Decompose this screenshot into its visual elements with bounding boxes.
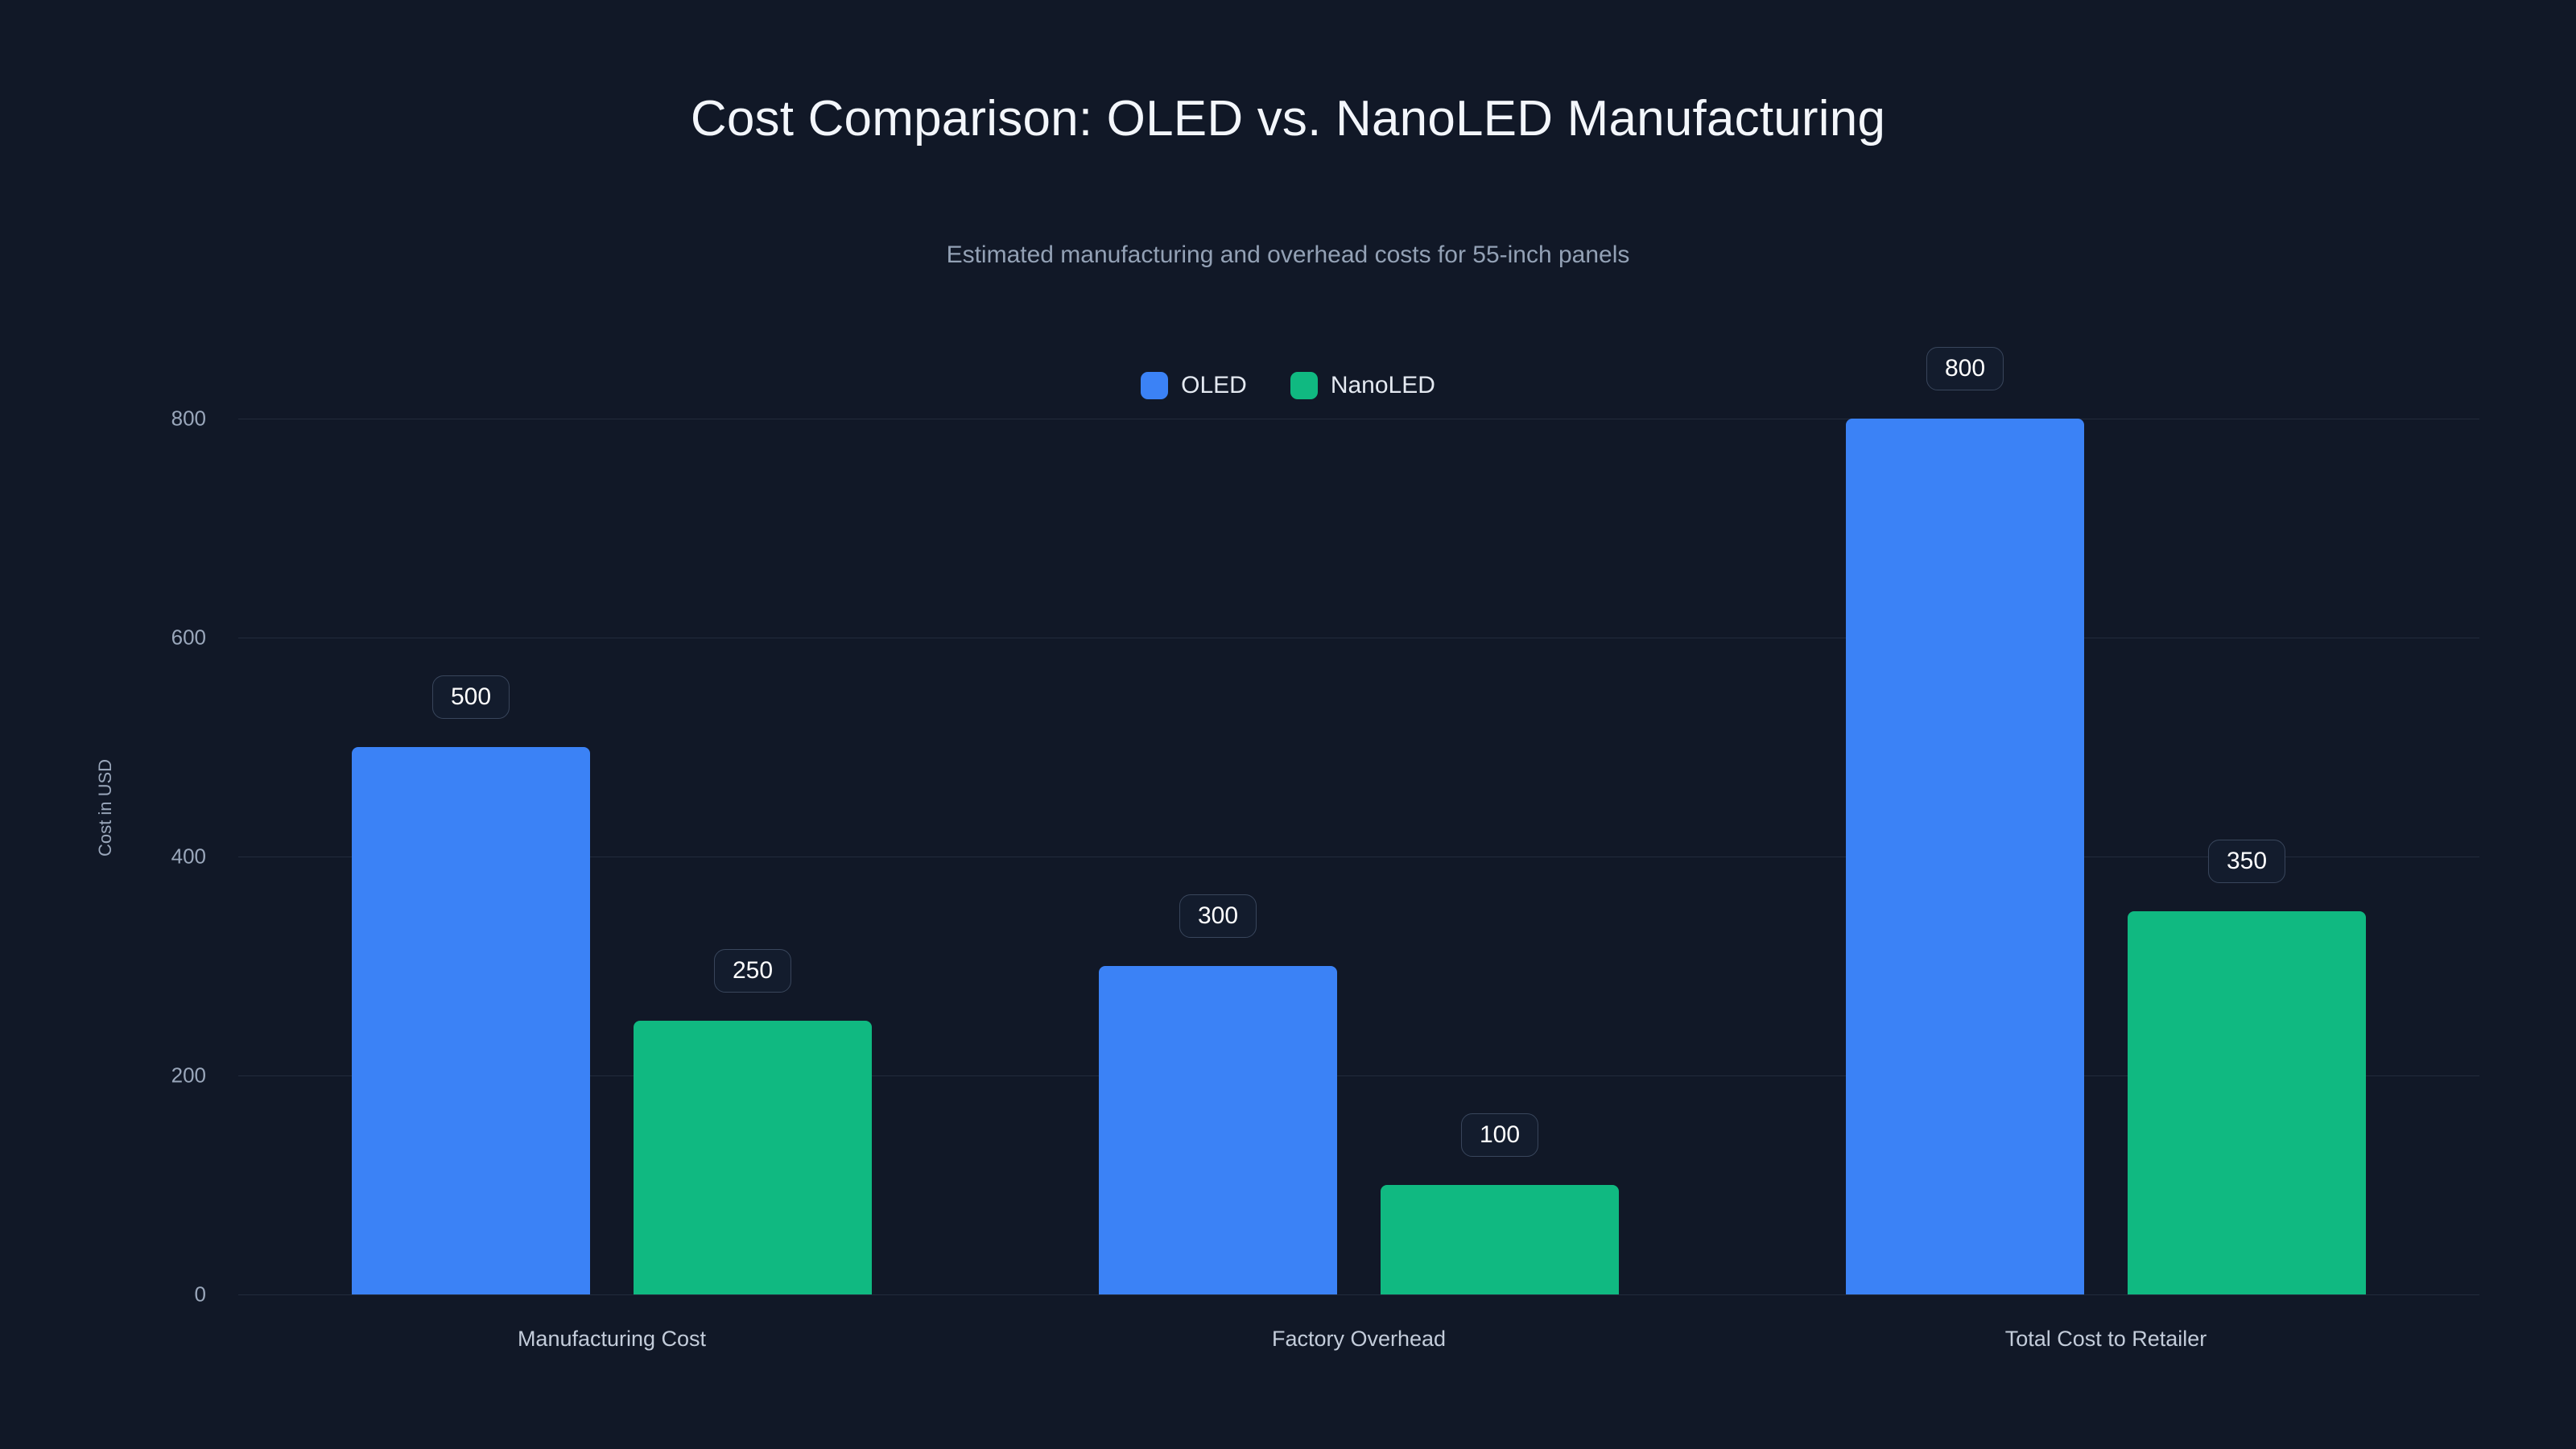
x-category-label-2: Total Cost to Retailer [2004, 1327, 2207, 1351]
x-category-label-1: Factory Overhead [1271, 1327, 1447, 1351]
bar-oled-1[interactable] [1099, 966, 1337, 1294]
y-tick-label-800: 800 [171, 406, 206, 431]
legend-swatch-oled [1141, 372, 1169, 399]
bar-oled-2[interactable] [1846, 419, 2084, 1294]
y-tick-label-400: 400 [171, 844, 206, 869]
chart-legend: OLED NanoLED [0, 372, 2576, 399]
y-tick-label-600: 600 [171, 625, 206, 650]
plot-area [238, 419, 2479, 1295]
value-badge-oled-2: 800 [1926, 347, 2004, 390]
value-badge-oled-1: 300 [1179, 894, 1257, 938]
gridline-0 [238, 1294, 2479, 1295]
legend-item-nanoled[interactable]: NanoLED [1290, 372, 1435, 399]
chart-subtitle: Estimated manufacturing and overhead cos… [946, 242, 1630, 268]
bar-oled-0[interactable] [352, 747, 590, 1294]
gridline-200 [238, 1075, 2479, 1076]
value-badge-nanoled-0: 250 [713, 949, 792, 993]
chart-title: Cost Comparison: OLED vs. NanoLED Manufa… [690, 91, 1886, 147]
value-badge-oled-0: 500 [431, 675, 510, 719]
bar-nanoled-0[interactable] [634, 1021, 872, 1294]
x-category-label-0: Manufacturing Cost [517, 1327, 707, 1351]
y-tick-label-200: 200 [171, 1063, 206, 1088]
legend-label-nanoled: NanoLED [1330, 372, 1435, 398]
legend-label-oled: OLED [1181, 372, 1247, 398]
legend-swatch-nanoled [1290, 372, 1318, 399]
y-axis-title: Cost in USD [95, 758, 115, 857]
bar-nanoled-1[interactable] [1381, 1185, 1619, 1294]
legend-item-oled[interactable]: OLED [1141, 372, 1247, 399]
value-badge-nanoled-1: 100 [1460, 1113, 1539, 1157]
y-tick-label-0: 0 [194, 1282, 206, 1307]
bar-nanoled-2[interactable] [2128, 911, 2366, 1294]
value-badge-nanoled-2: 350 [2207, 840, 2286, 883]
